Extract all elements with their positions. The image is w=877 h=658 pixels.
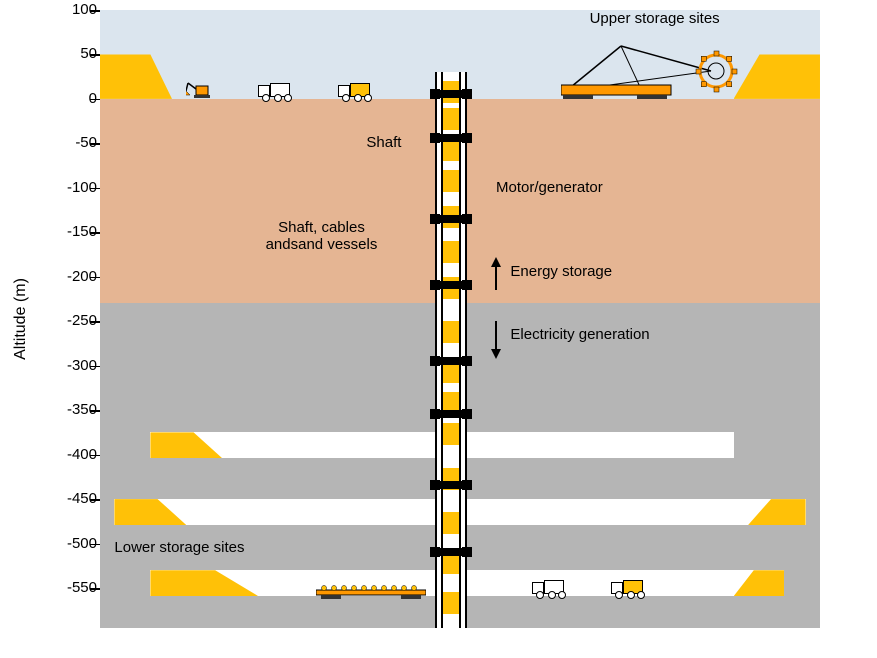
excavator bbox=[186, 81, 214, 99]
label-lower_storage: Lower storage sites bbox=[114, 539, 244, 556]
y-tick bbox=[90, 143, 100, 145]
label-shaft: Shaft bbox=[366, 134, 401, 151]
motor-box bbox=[430, 214, 440, 224]
motor-box bbox=[430, 356, 440, 366]
motor-box bbox=[462, 547, 472, 557]
y-tick bbox=[90, 544, 100, 546]
y-tick bbox=[90, 54, 100, 56]
motor-box bbox=[430, 89, 440, 99]
y-tick bbox=[90, 410, 100, 412]
sand-vessel bbox=[443, 108, 459, 130]
y-axis-label: Altitude (m) bbox=[12, 278, 30, 360]
motor-box bbox=[430, 133, 440, 143]
sand-vessel bbox=[443, 170, 459, 192]
sand-vessel bbox=[443, 512, 459, 534]
truck bbox=[611, 580, 643, 596]
conveyor bbox=[316, 584, 426, 605]
y-tick bbox=[90, 588, 100, 590]
y-tick bbox=[90, 188, 100, 190]
shaft-rail bbox=[459, 72, 461, 628]
label-motor: Motor/generator bbox=[496, 179, 603, 196]
label-energy_storage: Energy storage bbox=[510, 263, 612, 280]
bucket-wheel-excavator bbox=[561, 41, 741, 99]
motor-box bbox=[430, 280, 440, 290]
label-elec_gen: Electricity generation bbox=[510, 326, 649, 343]
motor-box bbox=[430, 547, 440, 557]
y-tick bbox=[90, 277, 100, 279]
motor-box bbox=[462, 133, 472, 143]
plot-area: Upper storage sites Shaft Motor/generator S… bbox=[100, 10, 820, 628]
motor-box bbox=[462, 356, 472, 366]
truck bbox=[532, 580, 564, 596]
label-upper_storage: Upper storage sites bbox=[590, 10, 720, 27]
y-tick bbox=[90, 99, 100, 101]
sand-vessel bbox=[443, 592, 459, 614]
motor-box bbox=[462, 214, 472, 224]
sand-vessel bbox=[443, 321, 459, 343]
motor-box bbox=[430, 409, 440, 419]
y-tick bbox=[90, 455, 100, 457]
truck bbox=[258, 83, 290, 99]
arrow-up-head bbox=[491, 257, 501, 267]
y-tick bbox=[90, 321, 100, 323]
truck bbox=[338, 83, 370, 99]
motor-box bbox=[462, 280, 472, 290]
motor-box bbox=[430, 480, 440, 490]
label-cables: Shaft, cables andsand vessels bbox=[266, 219, 378, 253]
motor-box bbox=[462, 409, 472, 419]
sand-vessel bbox=[443, 241, 459, 263]
y-tick bbox=[90, 232, 100, 234]
y-tick bbox=[90, 10, 100, 12]
motor-box bbox=[462, 480, 472, 490]
arrow-down-head bbox=[491, 349, 501, 359]
sand-vessel bbox=[443, 423, 459, 445]
y-tick bbox=[90, 366, 100, 368]
motor-box bbox=[462, 89, 472, 99]
y-tick bbox=[90, 499, 100, 501]
shaft bbox=[435, 72, 467, 628]
